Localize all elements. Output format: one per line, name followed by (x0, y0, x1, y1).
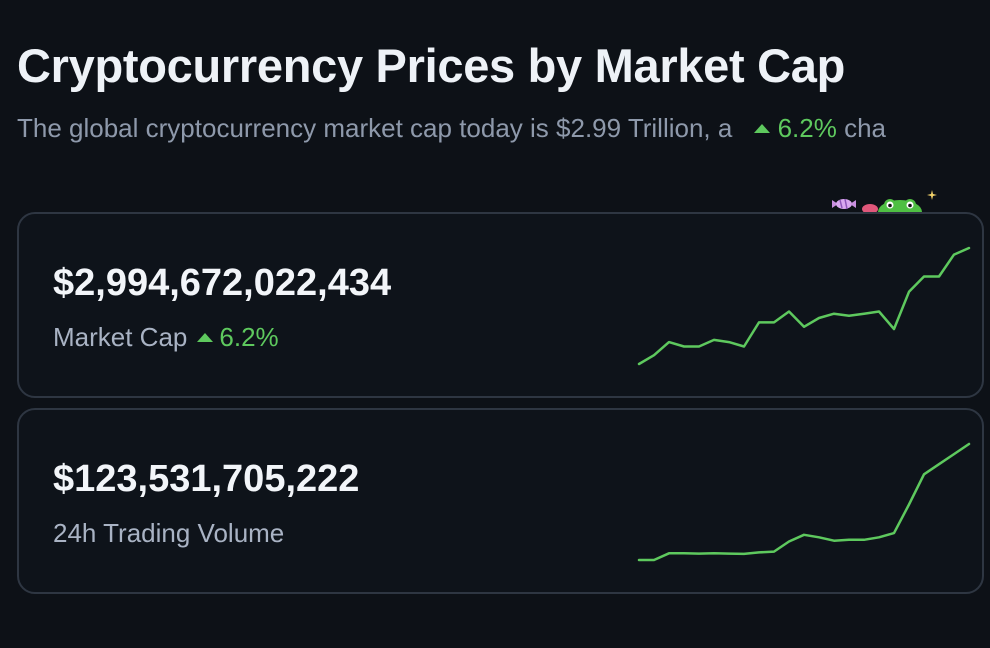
market-summary: The global cryptocurrency market cap tod… (17, 113, 886, 144)
market-summary-truncated: cha (844, 113, 886, 143)
trading-volume-label: 24h Trading Volume (53, 518, 285, 548)
trading-volume-trend-line (637, 442, 971, 562)
sweet-icon (862, 204, 878, 214)
market-cap-label-row: Market Cap 6.2% (53, 322, 279, 353)
frog-mascot-icon (832, 190, 937, 214)
market-summary-text: The global cryptocurrency market cap tod… (17, 113, 733, 143)
trading-volume-sparkline (637, 442, 971, 562)
market-cap-label: Market Cap (53, 322, 188, 352)
page-title: Cryptocurrency Prices by Market Cap (17, 39, 845, 92)
market-cap-value: $2,994,672,022,434 (53, 262, 392, 304)
caret-up-icon (753, 123, 770, 133)
candy-icon (832, 198, 856, 210)
market-cap-sparkline (637, 246, 971, 366)
market-cap-trend-line (637, 246, 971, 366)
caret-up-icon (197, 332, 214, 342)
sparkle-icon (927, 190, 937, 200)
market-cap-change: 6.2% (219, 322, 279, 352)
trading-volume-value: $123,531,705,222 (53, 458, 360, 500)
market-cap-card[interactable]: $2,994,672,022,434 Market Cap 6.2% (17, 212, 984, 398)
frog-icon (878, 199, 922, 214)
trading-volume-card[interactable]: $123,531,705,222 24h Trading Volume (17, 408, 984, 594)
market-summary-change: 6.2% (777, 113, 837, 143)
